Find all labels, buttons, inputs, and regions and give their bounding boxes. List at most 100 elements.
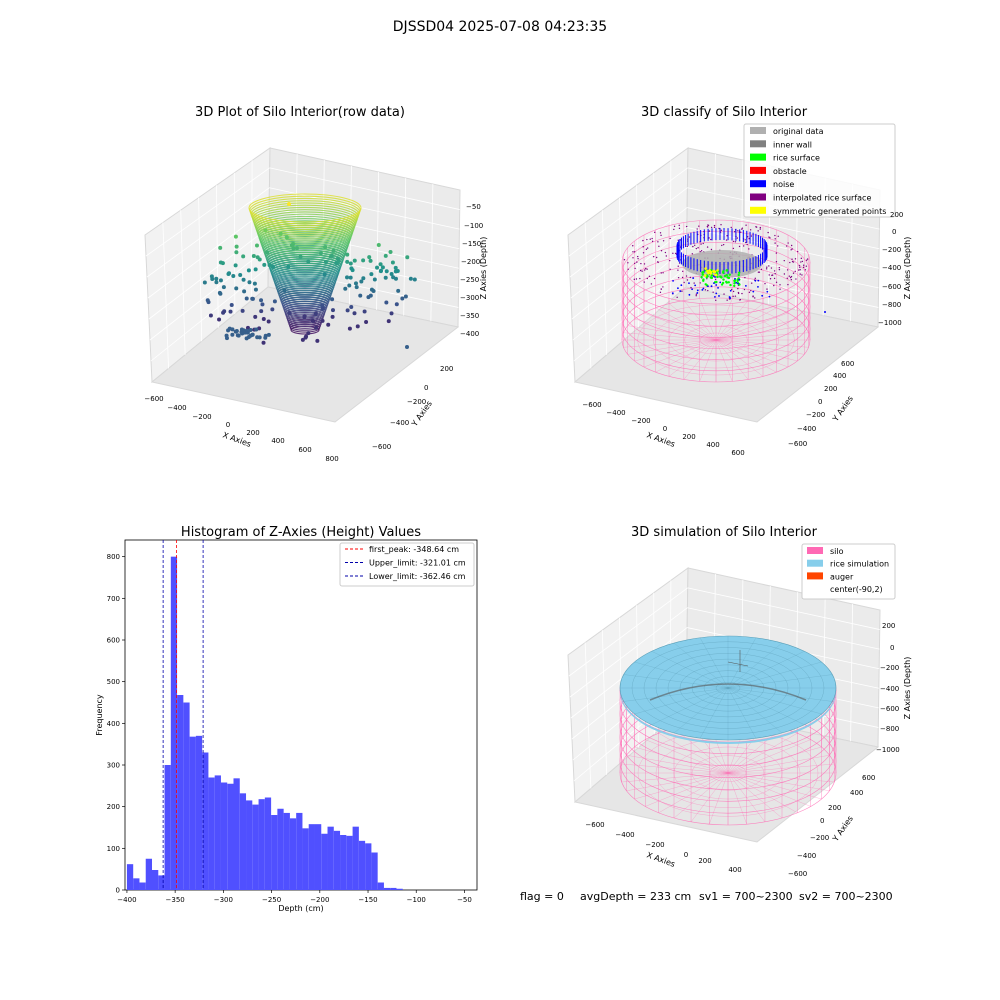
raw-point (322, 272, 327, 277)
classify-point (681, 276, 684, 279)
raw-point (263, 228, 268, 233)
panel-classify-title: 3D classify of Silo Interior (641, 105, 808, 120)
hist-bar (189, 736, 196, 890)
classify-point (790, 275, 793, 278)
pane-gridline (376, 171, 379, 310)
classify-point (777, 245, 779, 247)
raw-point (345, 308, 350, 313)
classify-point (701, 288, 704, 291)
hist-bar (358, 840, 366, 890)
classify-point (646, 268, 648, 270)
raw-point (287, 311, 292, 316)
classify-point (735, 281, 738, 284)
hist-bar (314, 824, 322, 890)
sim-title: 3D simulation of Silo Interior (631, 525, 818, 540)
classify-x-tick: −200 (631, 417, 650, 425)
raw-point (241, 328, 246, 333)
raw-y-tick: −600 (372, 443, 391, 451)
raw-point (254, 243, 259, 248)
raw-point (248, 327, 253, 332)
raw-point (260, 302, 265, 307)
raw-x-tick: 400 (271, 437, 284, 445)
classify-point (704, 267, 707, 270)
classify-point (712, 291, 714, 293)
classify-point (749, 229, 752, 231)
classify-point (709, 276, 712, 279)
hist-bar (333, 830, 341, 890)
hist-y-tick: 0 (116, 887, 120, 895)
classify-point (726, 299, 728, 301)
raw-point (383, 253, 388, 258)
raw-point (376, 242, 381, 247)
classify-point (728, 296, 731, 298)
classify-point (623, 258, 626, 261)
classify-point (693, 282, 695, 284)
classify-point (736, 278, 739, 281)
classify-point (805, 259, 808, 261)
hist-bar (258, 799, 265, 890)
status-avg-depth: avgDepth = 233 cm (580, 890, 691, 903)
classify-point (715, 292, 718, 295)
hist-x-tick: −150 (358, 896, 377, 904)
raw-point (350, 268, 355, 273)
classify-point (774, 273, 776, 275)
raw-point (359, 279, 364, 284)
classify-point (721, 271, 725, 274)
classify-point (732, 247, 735, 250)
classify-point (706, 275, 709, 278)
raw-z-tick: −400 (460, 330, 479, 338)
raw-z-tick: −100 (464, 222, 483, 230)
raw-point (400, 296, 405, 301)
classify-point (660, 272, 662, 274)
classify-point (639, 269, 642, 272)
pane-gridline (601, 630, 608, 775)
raw-point (412, 277, 417, 282)
classify-point (733, 231, 736, 233)
raw-point (352, 311, 357, 316)
classify-x-ticks: −600 −400 −200 0 200 400 600 (582, 401, 744, 457)
classify-point (660, 234, 662, 237)
raw-point (320, 306, 325, 311)
classify-point (720, 283, 724, 286)
legend-label: original data (773, 127, 824, 136)
legend-swatch (750, 206, 766, 214)
raw-point (262, 262, 267, 267)
raw-point (265, 250, 270, 255)
raw-z-ticks: −50 −100 −150 −200 −250 −300 −350 −400 (460, 203, 483, 338)
classify-point (712, 275, 715, 277)
pane-gridline (233, 172, 236, 315)
classify-point (634, 267, 636, 270)
classify-point (790, 249, 792, 251)
classify-point (642, 246, 644, 248)
pane-gridline (146, 187, 270, 278)
classify-point (775, 281, 778, 283)
classify-point (713, 282, 715, 285)
raw-point (294, 246, 299, 251)
classify-point (740, 231, 742, 233)
silo-floor-ring (684, 325, 748, 355)
raw-point (233, 234, 238, 239)
classify-point (744, 285, 747, 287)
hist-bar (202, 752, 209, 890)
classify-point (700, 250, 703, 252)
hist-bar (383, 887, 391, 890)
hist-y-tick: 600 (107, 637, 120, 645)
raw-point (242, 289, 247, 294)
classify-point (646, 238, 648, 241)
classify-point (731, 288, 733, 291)
raw-point (331, 248, 336, 253)
classify-point (699, 282, 701, 284)
legend-label: center(-90,2) (830, 585, 883, 594)
raw-point (313, 311, 318, 316)
raw-point (343, 286, 348, 291)
classify-point (752, 295, 754, 297)
hist-bar (271, 815, 278, 890)
raw-y-tick: 0 (424, 384, 428, 392)
classify-point (695, 295, 697, 297)
raw-point (291, 246, 296, 251)
raw-point (261, 340, 266, 345)
classify-point (741, 228, 743, 230)
hist-bar (277, 808, 284, 890)
panel-raw-3d: 3D Plot of Silo Interior(row data) −600 … (144, 105, 488, 463)
